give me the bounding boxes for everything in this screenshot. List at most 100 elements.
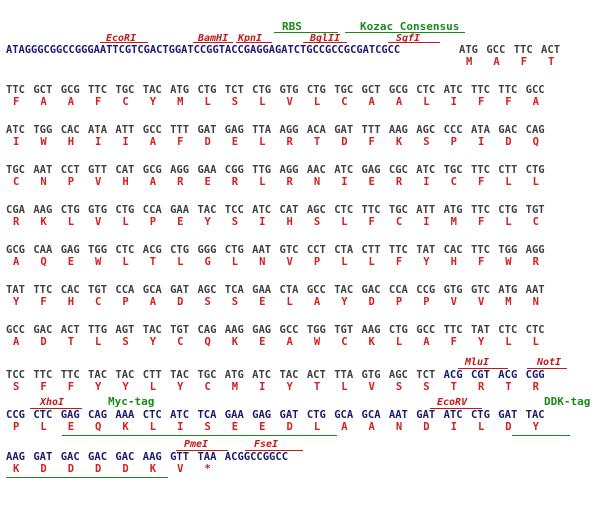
amino-acid: T (450, 381, 457, 393)
codon: TCC (224, 204, 244, 216)
amino-acid: D (286, 421, 293, 433)
amino-acid: C (13, 176, 20, 188)
codon: CTG (197, 84, 217, 96)
codon: AGC (197, 284, 217, 296)
codon: GCG (142, 164, 162, 176)
codon: GAC (88, 451, 108, 463)
codon: TTA (252, 124, 272, 136)
codon: GAA (224, 409, 244, 421)
codon: ATG (224, 369, 244, 381)
codon: CTG (170, 244, 190, 256)
amino-acid: H (67, 136, 75, 148)
codon: GCA (142, 284, 162, 296)
codon: TGG (33, 124, 53, 136)
codon: GCC (306, 284, 326, 296)
codon: CAC (443, 244, 463, 256)
amino-acid: L (341, 381, 348, 393)
amino-acid: C (395, 216, 403, 228)
amino-acid: Y (95, 381, 102, 393)
codon: ATC (170, 409, 190, 421)
amino-acid: T (67, 336, 75, 348)
codon: GTG (279, 84, 299, 96)
codon: CCA (142, 204, 162, 216)
amino-acid: S (231, 296, 239, 308)
amino-acid: L (477, 421, 485, 433)
amino-acid: A (532, 96, 539, 108)
codon: CTG (252, 84, 272, 96)
amino-acid: A (40, 96, 47, 108)
codon: TTG (88, 324, 108, 336)
codon: TTC (60, 369, 80, 381)
amino-acid: N (40, 176, 47, 188)
amino-acid: S (313, 216, 321, 228)
amino-acid: A (149, 176, 157, 188)
amino-acid: Y (423, 256, 430, 268)
amino-acid: F (450, 336, 457, 348)
codon: GAG (361, 164, 381, 176)
codon: CTG (498, 204, 518, 216)
codon: ATC (252, 369, 272, 381)
codon: TTC (470, 244, 490, 256)
amino-acid: Y (286, 381, 293, 393)
codon-tail: ACGGCCGGCC (224, 451, 289, 463)
feature-label-rbs: RBS (282, 20, 302, 33)
codon: ACA (306, 124, 326, 136)
amino-acid: E (67, 256, 75, 268)
codon: AAC (306, 164, 326, 176)
start-codon: ATG (459, 44, 478, 56)
amino-acid: H (450, 256, 457, 268)
amino-acid: L (122, 256, 129, 268)
amino-acid: I (122, 136, 129, 148)
codon: TAC (88, 369, 108, 381)
codon: GTG (443, 284, 463, 296)
amino-acid: E (231, 421, 239, 433)
amino-acid: N (313, 176, 321, 188)
codon: GAG (60, 244, 80, 256)
amino-acid: F (368, 136, 375, 148)
amino-acid: P (450, 136, 457, 148)
codon: CCG (416, 284, 436, 296)
amino-acid: L (313, 96, 321, 108)
codon: ATC (252, 204, 272, 216)
amino-acid: V (95, 216, 102, 228)
amino-acid: Y (341, 296, 348, 308)
amino-acid: C (95, 296, 102, 308)
codon: CAC (60, 124, 80, 136)
amino-acid: F (95, 96, 102, 108)
restriction-site-bar (176, 450, 228, 451)
codon: GTG (88, 204, 108, 216)
codon: TTC (470, 204, 490, 216)
codon: ATT (115, 124, 135, 136)
codon: CAT (115, 164, 135, 176)
restriction-site-bar (245, 450, 303, 451)
amino-acid: Y (13, 296, 20, 308)
amino-acid: N (395, 421, 403, 433)
restriction-site-bar (303, 42, 347, 43)
amino-acid: L (231, 256, 239, 268)
codon: GTC (279, 244, 299, 256)
amino-acid: R (231, 176, 239, 188)
amino-acid: V (286, 256, 293, 268)
codon: ACG (142, 244, 162, 256)
codon: ATG (498, 284, 518, 296)
codon: ATT (416, 204, 436, 216)
restriction-site-label: EcoRI (106, 33, 137, 44)
codon: AGG (170, 164, 190, 176)
codon: TAT (6, 284, 25, 296)
codon: AGT (115, 324, 135, 336)
codon: ATC (416, 164, 436, 176)
codon: CTC (115, 244, 135, 256)
amino-acid: S (231, 216, 239, 228)
amino-acid: K (13, 463, 20, 475)
amino-acid: D (204, 136, 211, 148)
codon: AAG (6, 451, 25, 463)
codon: TAC (279, 369, 299, 381)
codon: TCT (224, 84, 244, 96)
codon: GAT (197, 124, 217, 136)
amino-acid: F (520, 56, 528, 68)
amino-acid: S (204, 421, 211, 433)
codon: TTC (388, 244, 408, 256)
codon: AGC (306, 204, 326, 216)
amino-acid: F (477, 256, 485, 268)
amino-acid: M (177, 96, 184, 108)
